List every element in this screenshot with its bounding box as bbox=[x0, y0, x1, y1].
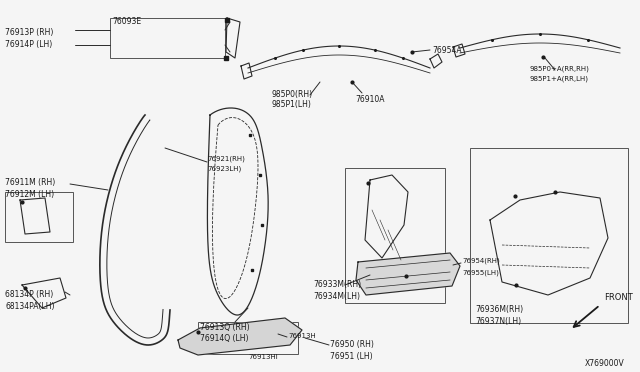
Text: 985P1+A(RR,LH): 985P1+A(RR,LH) bbox=[530, 75, 589, 81]
Text: 985P1(LH): 985P1(LH) bbox=[272, 100, 312, 109]
Bar bbox=[470, 148, 628, 323]
Text: 68134P (RH): 68134P (RH) bbox=[5, 290, 53, 299]
Text: 76934M(LH): 76934M(LH) bbox=[313, 292, 360, 301]
Text: 76951 (LH): 76951 (LH) bbox=[330, 352, 372, 361]
Text: 76937N(LH): 76937N(LH) bbox=[475, 317, 521, 326]
Text: 985P0(RH): 985P0(RH) bbox=[272, 90, 313, 99]
Text: 76913HI: 76913HI bbox=[248, 354, 278, 360]
Text: 76921(RH): 76921(RH) bbox=[207, 155, 245, 161]
Text: 76911M (RH): 76911M (RH) bbox=[5, 178, 55, 187]
Text: 76913P (RH): 76913P (RH) bbox=[5, 28, 53, 37]
Text: 76914Q (LH): 76914Q (LH) bbox=[200, 334, 248, 343]
Text: 985P0+A(RR,RH): 985P0+A(RR,RH) bbox=[530, 65, 590, 71]
Bar bbox=[5, 192, 73, 242]
Text: 76914P (LH): 76914P (LH) bbox=[5, 40, 52, 49]
Text: X769000V: X769000V bbox=[585, 359, 625, 368]
Text: 76955(LH): 76955(LH) bbox=[462, 270, 499, 276]
Polygon shape bbox=[356, 253, 460, 295]
Text: 76954(RH): 76954(RH) bbox=[462, 258, 500, 264]
Bar bbox=[198, 322, 298, 354]
Polygon shape bbox=[178, 318, 302, 355]
Text: 76093E: 76093E bbox=[112, 17, 141, 26]
Text: 76913H: 76913H bbox=[288, 333, 316, 339]
Text: 76933M(RH): 76933M(RH) bbox=[313, 280, 361, 289]
Text: FRONT: FRONT bbox=[604, 293, 633, 302]
Text: 76910A: 76910A bbox=[355, 95, 385, 104]
Text: 76936M(RH): 76936M(RH) bbox=[475, 305, 523, 314]
Text: 76950 (RH): 76950 (RH) bbox=[330, 340, 374, 349]
Text: 76954A: 76954A bbox=[432, 45, 461, 55]
Text: 76913Q (RH): 76913Q (RH) bbox=[200, 323, 250, 332]
Text: 76923LH): 76923LH) bbox=[207, 165, 241, 171]
Bar bbox=[345, 168, 445, 303]
Text: 68134PA(LH): 68134PA(LH) bbox=[5, 302, 54, 311]
Bar bbox=[110, 18, 225, 58]
Text: 76912M (LH): 76912M (LH) bbox=[5, 190, 54, 199]
